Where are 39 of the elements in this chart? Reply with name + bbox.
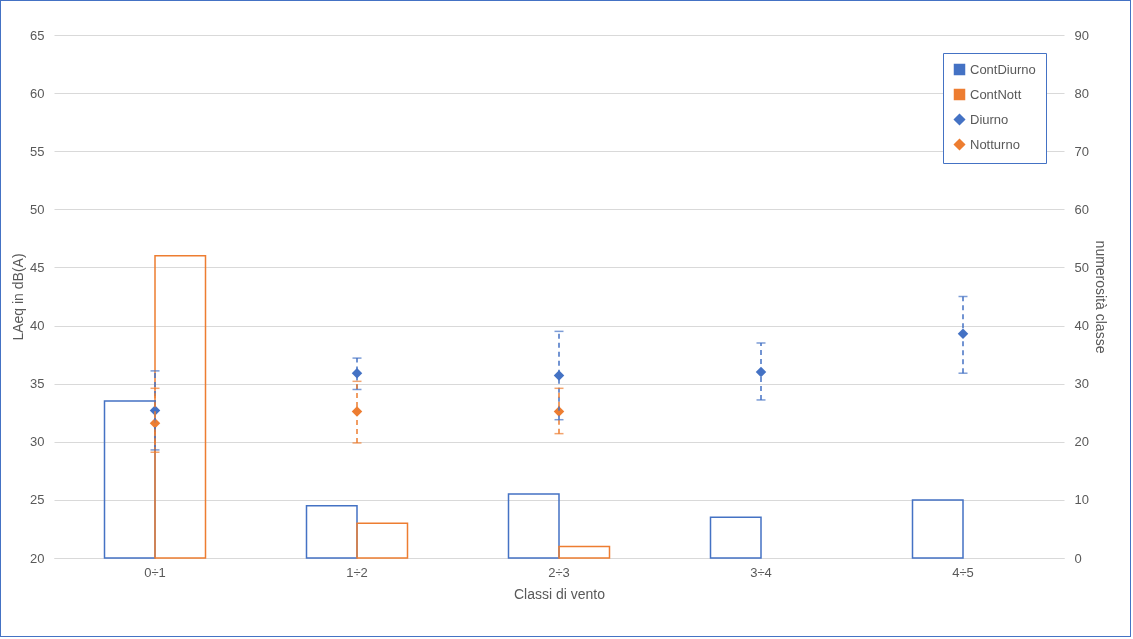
y-tick-label: 65 (30, 27, 45, 43)
y2-axis-title: numerosità classe (1092, 240, 1109, 354)
y-tick-label: 30 (30, 434, 45, 450)
legend-label: Notturno (970, 136, 1020, 152)
x-tick-label: 4÷5 (952, 564, 974, 580)
bar (911, 499, 964, 559)
legend-label: ContDiurno (970, 61, 1036, 77)
bar (709, 516, 762, 559)
y2-tick-label: 0 (1074, 550, 1082, 566)
y-tick-label: 60 (30, 85, 45, 101)
bar (507, 493, 560, 559)
y2-tick-label: 90 (1074, 27, 1089, 43)
legend-label: Diurno (970, 111, 1009, 127)
y-tick-label: 25 (30, 492, 45, 508)
y2-tick-label: 70 (1074, 143, 1089, 159)
y-tick-label: 40 (30, 318, 45, 334)
y2-tick-label: 50 (1074, 259, 1089, 275)
y2-tick-label: 30 (1074, 376, 1089, 392)
y-tick-label: 45 (30, 259, 45, 275)
y-axis-title: LAeq in dB(A) (10, 253, 27, 341)
bar (356, 522, 409, 559)
y2-tick-label: 20 (1074, 434, 1089, 450)
y2-tick-label: 80 (1074, 85, 1089, 101)
y-tick-label: 55 (30, 143, 45, 159)
legend-label: ContNott (970, 86, 1022, 102)
y-tick-label: 50 (30, 201, 45, 217)
x-tick-label: 1÷2 (346, 564, 368, 580)
x-tick-label: 3÷4 (750, 564, 772, 580)
y2-tick-label: 40 (1074, 318, 1089, 334)
y2-tick-label: 60 (1074, 201, 1089, 217)
x-tick-label: 0÷1 (144, 564, 166, 580)
point (755, 366, 767, 378)
x-tick-label: 2÷3 (548, 564, 570, 580)
y2-tick-label: 10 (1074, 492, 1089, 508)
bar (558, 545, 611, 559)
y-tick-label: 20 (30, 550, 45, 566)
bar (154, 255, 207, 559)
x-axis-title: Classi di vento (513, 585, 606, 602)
y-tick-label: 35 (30, 376, 45, 392)
